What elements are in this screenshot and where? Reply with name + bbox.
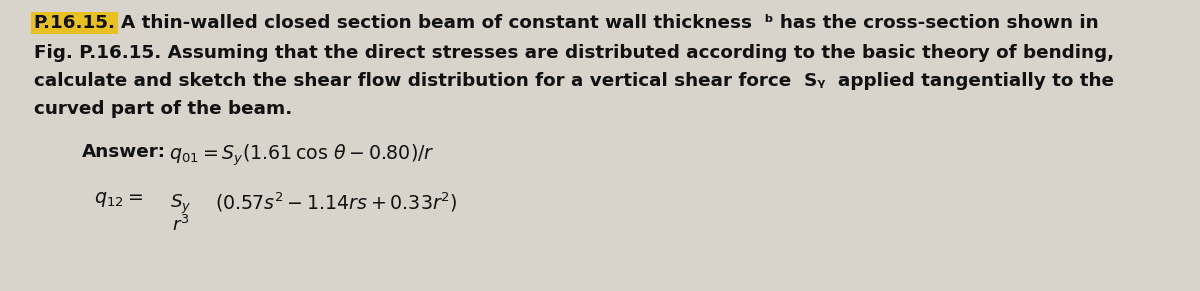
Text: calculate and sketch the shear flow distribution for a vertical shear force  Sᵧ : calculate and sketch the shear flow dist… [34,72,1114,90]
Text: A thin-walled closed section beam of constant wall thickness  ᵇ has the cross-se: A thin-walled closed section beam of con… [121,14,1099,32]
Text: $r^3$: $r^3$ [173,215,190,235]
Text: $S_y$: $S_y$ [170,193,192,216]
Text: Answer:: Answer: [82,143,166,161]
Text: Fig. P.16.15. Assuming that the direct stresses are distributed according to the: Fig. P.16.15. Assuming that the direct s… [34,44,1114,62]
Text: $q_{01} = S_y(1.61\,\cos\,\theta - 0.80)/r$: $q_{01} = S_y(1.61\,\cos\,\theta - 0.80)… [169,143,434,168]
Text: P.16.15.: P.16.15. [34,14,115,32]
Text: curved part of the beam.: curved part of the beam. [34,100,292,118]
Text: $(0.57s^2 - 1.14rs + 0.33r^2)$: $(0.57s^2 - 1.14rs + 0.33r^2)$ [215,190,457,214]
Text: $q_{12} =$: $q_{12} =$ [94,190,143,209]
